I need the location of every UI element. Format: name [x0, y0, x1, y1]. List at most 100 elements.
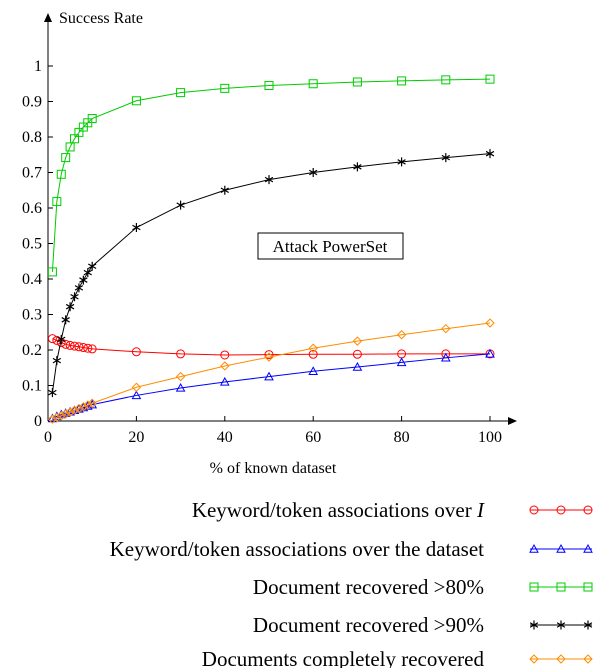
y-tick-label: 0.5	[22, 236, 42, 253]
data-point	[65, 302, 75, 312]
data-point	[56, 169, 66, 179]
y-tick-label: 0.2	[22, 342, 42, 359]
data-point	[83, 400, 93, 410]
data-point	[176, 349, 186, 359]
data-point	[556, 543, 566, 553]
data-point	[47, 414, 58, 424]
data-point	[220, 83, 230, 93]
data-point	[52, 356, 62, 366]
data-point	[74, 342, 84, 352]
data-point	[132, 223, 141, 233]
data-point	[131, 390, 142, 400]
data-point	[131, 382, 142, 392]
x-tick-label: 60	[305, 429, 321, 446]
data-point	[65, 340, 75, 350]
data-point	[264, 352, 274, 362]
y-tick-label: 0.8	[22, 129, 42, 146]
data-point	[61, 153, 71, 163]
data-point	[219, 376, 230, 386]
y-axis-title: Success Rate	[59, 10, 143, 27]
data-point	[56, 410, 66, 421]
data-point	[583, 620, 593, 630]
data-point	[309, 168, 318, 177]
data-point	[397, 76, 407, 86]
legend-swatch	[529, 582, 593, 592]
data-point	[308, 366, 319, 375]
data-point	[131, 347, 141, 357]
data-point	[440, 352, 451, 362]
data-point	[78, 402, 89, 412]
legend-label: Documents completely recovered	[202, 647, 485, 668]
x-ticks: 0 20 40 60 80 100	[44, 416, 502, 446]
data-point	[176, 88, 186, 98]
annotation-box: Attack PowerSet	[257, 232, 404, 260]
x-tick-label: 100	[478, 429, 502, 446]
data-point	[78, 343, 88, 353]
data-point	[57, 334, 66, 344]
legend: Keyword/token associations over I Keyword…	[110, 498, 593, 668]
data-point	[583, 654, 593, 664]
data-point	[583, 582, 593, 592]
data-point	[396, 330, 407, 340]
legend-swatch	[529, 654, 593, 664]
data-point	[352, 77, 362, 87]
data-point	[308, 79, 318, 89]
data-point	[74, 403, 84, 414]
legend-swatch	[529, 620, 593, 630]
data-point	[83, 343, 93, 353]
data-point	[352, 336, 363, 346]
data-point	[264, 175, 274, 185]
data-point	[61, 315, 70, 325]
x-axis-arrow	[508, 417, 517, 425]
data-point	[352, 362, 363, 371]
data-point	[556, 654, 566, 664]
data-point	[175, 382, 186, 392]
y-tick-label: 1	[34, 58, 42, 75]
legend-label: Document recovered >90%	[253, 613, 484, 637]
data-point	[220, 361, 230, 371]
data-point	[48, 388, 57, 398]
data-point	[70, 341, 80, 351]
data-point	[529, 505, 539, 515]
data-point	[175, 371, 186, 382]
data-point	[583, 505, 593, 515]
series-4	[48, 149, 495, 398]
y-ticks: 0 0.1 0.2 0.3 0.4 0.5 0.6 0.7 0.8 0.9 1	[22, 58, 53, 430]
data-point	[352, 349, 362, 359]
data-point	[397, 157, 406, 167]
data-point	[220, 350, 230, 360]
data-point	[87, 344, 97, 354]
annotation-text: Attack PowerSet	[273, 237, 388, 256]
data-point	[87, 114, 97, 124]
data-point	[47, 267, 57, 277]
data-point	[441, 323, 451, 334]
data-point	[70, 292, 79, 302]
data-point	[65, 407, 75, 417]
data-point	[264, 350, 274, 360]
data-point	[220, 185, 229, 195]
y-tick-label: 0.1	[22, 378, 42, 395]
data-point	[79, 275, 88, 285]
data-point	[52, 412, 62, 423]
data-point	[529, 582, 539, 592]
data-point	[308, 343, 318, 353]
data-point	[176, 200, 185, 210]
data-point	[87, 398, 97, 408]
data-point	[353, 162, 362, 172]
data-point	[396, 357, 407, 367]
x-axis-title: % of known dataset	[210, 460, 337, 477]
series-2	[47, 348, 495, 423]
data-point	[74, 283, 84, 293]
series-5	[47, 318, 495, 424]
data-point	[485, 74, 495, 84]
y-tick-label: 0.3	[22, 307, 42, 324]
data-point	[441, 153, 450, 163]
x-tick-label: 20	[128, 429, 144, 446]
data-point	[88, 261, 97, 271]
y-tick-label: 0.7	[22, 165, 42, 182]
data-point	[556, 620, 566, 630]
x-tick-label: 40	[217, 429, 233, 446]
data-point	[556, 582, 566, 592]
data-point	[485, 318, 495, 328]
